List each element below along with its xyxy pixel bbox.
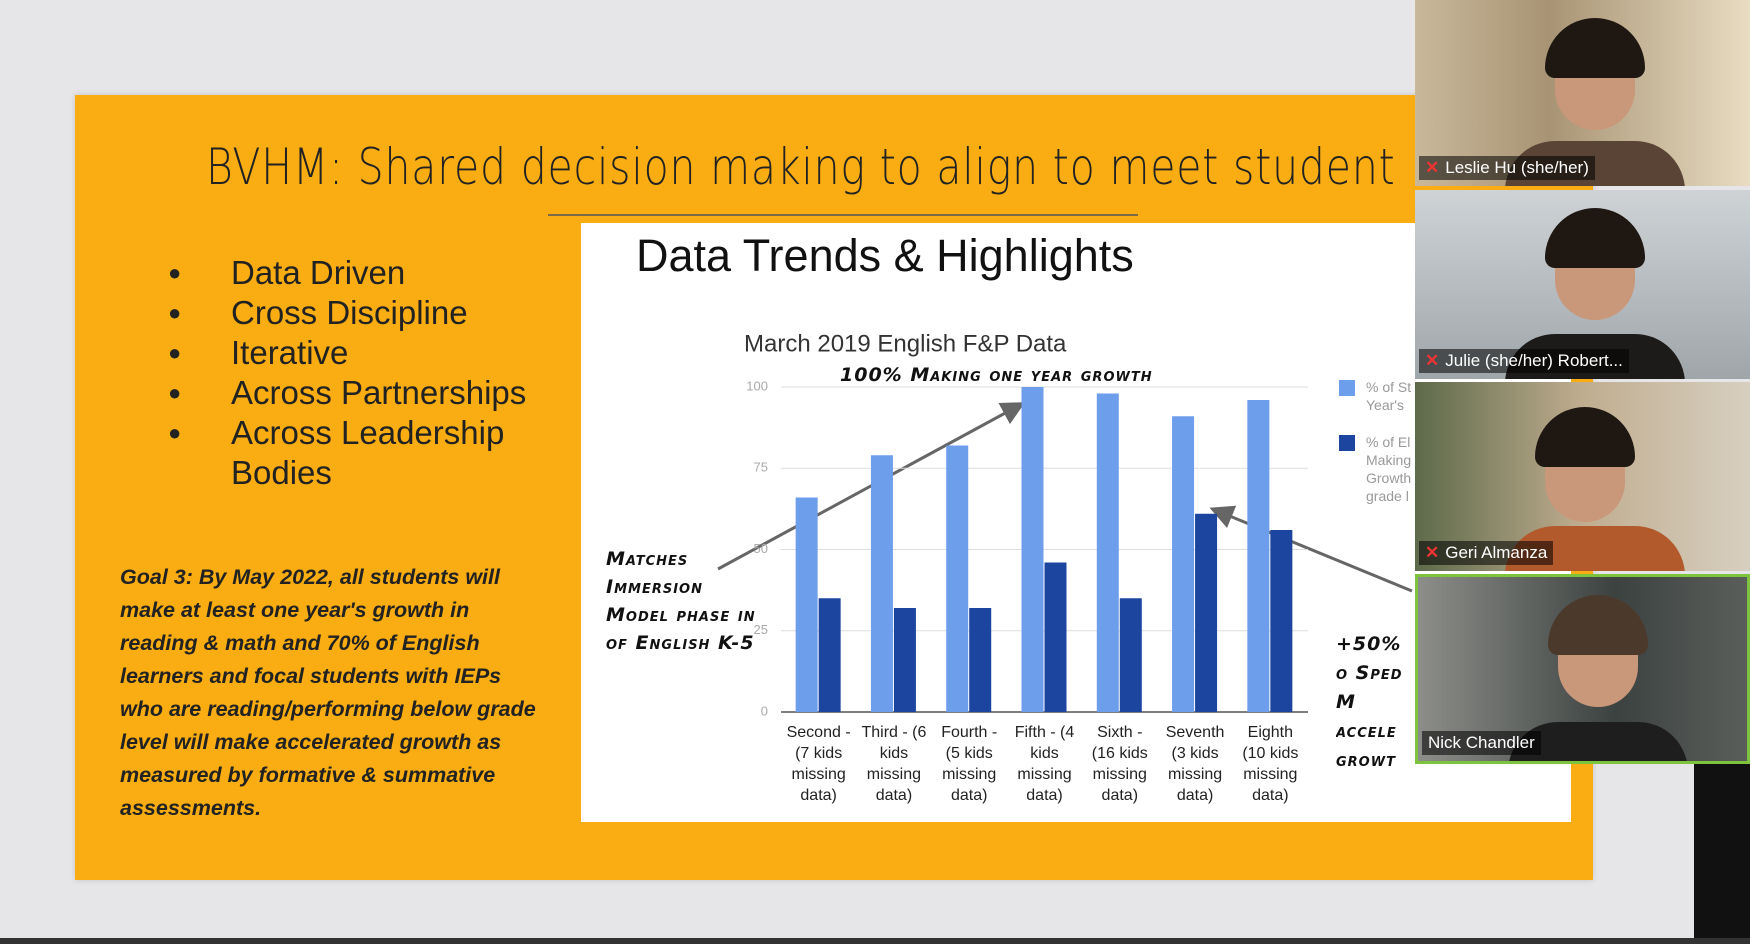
video-tile: Nick Chandler bbox=[1415, 574, 1750, 764]
mute-icon: ✕ bbox=[1425, 543, 1440, 562]
participant-name-text: Leslie Hu (she/her) bbox=[1445, 158, 1589, 177]
video-tile: ✕ Julie (she/her) Robert... bbox=[1415, 190, 1750, 379]
goal-text: Goal 3: By May 2022, all students will m… bbox=[120, 565, 536, 820]
participant-name-text: Geri Almanza bbox=[1445, 543, 1548, 562]
bar bbox=[946, 445, 969, 712]
annotation: +50% o Sped M accele growt bbox=[1336, 633, 1403, 771]
x-tick-label: Fourth - (5 kids missing data) bbox=[941, 724, 998, 804]
y-tick-label: 0 bbox=[761, 703, 768, 718]
participant-hair bbox=[1548, 595, 1648, 655]
annotation-arrow bbox=[1209, 505, 1413, 593]
participant-name: ✕ Leslie Hu (she/her) bbox=[1419, 156, 1595, 180]
y-tick-label: 50 bbox=[754, 541, 768, 556]
legend-swatch bbox=[1339, 380, 1355, 396]
mute-icon: ✕ bbox=[1425, 158, 1440, 177]
x-tick-label: Sixth - (16 kids missing data) bbox=[1091, 724, 1148, 804]
x-tick-label: Fifth - (4 kids missing data) bbox=[1014, 724, 1075, 804]
bullet-item: Across Partnerships bbox=[168, 373, 548, 413]
participant-hair bbox=[1535, 407, 1635, 467]
video-tile: ✕ Geri Almanza bbox=[1415, 382, 1750, 571]
bar bbox=[1195, 513, 1218, 712]
bar bbox=[893, 608, 916, 712]
bottom-bar bbox=[0, 938, 1750, 944]
participant-name-text: Julie (she/her) Robert... bbox=[1445, 351, 1623, 370]
annotation: 100% Making one year growth bbox=[840, 364, 1153, 386]
x-tick-label: Second - (7 kids missing data) bbox=[786, 724, 851, 804]
bar bbox=[870, 455, 893, 712]
bar bbox=[1172, 416, 1195, 712]
x-tick-label: Third - (6 kids missing data) bbox=[861, 724, 927, 804]
slide-title: BVHM: Shared decision making to align to… bbox=[206, 138, 1396, 196]
bar bbox=[818, 598, 841, 712]
annotation: Matches Immersion Model phase in of Engl… bbox=[606, 548, 756, 654]
bullet-item: Cross Discipline bbox=[168, 293, 548, 333]
video-tile: ✕ Leslie Hu (she/her) bbox=[1415, 0, 1750, 186]
mute-icon: ✕ bbox=[1425, 351, 1440, 370]
bullet-item: Iterative bbox=[168, 333, 548, 373]
participant-name: Nick Chandler bbox=[1422, 731, 1541, 755]
chart-title: Data Trends & Highlights bbox=[636, 230, 1134, 281]
bar bbox=[795, 497, 818, 712]
participant-hair bbox=[1545, 208, 1645, 268]
participant-name: ✕ Geri Almanza bbox=[1419, 541, 1554, 565]
bullet-list: Data DrivenCross DisciplineIterativeAcro… bbox=[168, 253, 548, 493]
panel-background bbox=[1694, 764, 1750, 944]
legend-label: % of El Making Growth grade l bbox=[1366, 434, 1412, 504]
chart-panel bbox=[581, 223, 1571, 822]
legend-label: % of St Year's bbox=[1366, 379, 1412, 413]
y-tick-label: 75 bbox=[754, 460, 768, 475]
bullet-item: Across Leadership Bodies bbox=[168, 413, 548, 493]
bullet-item: Data Driven bbox=[168, 253, 548, 293]
bar bbox=[1270, 530, 1293, 712]
bar bbox=[1247, 400, 1270, 712]
participant-name: ✕ Julie (she/her) Robert... bbox=[1419, 349, 1629, 373]
annotation-arrow bbox=[717, 402, 1026, 571]
legend-swatch bbox=[1339, 435, 1355, 451]
bar bbox=[1096, 393, 1119, 712]
x-tick-label: Seventh (3 kids missing data) bbox=[1165, 724, 1225, 804]
participant-name-text: Nick Chandler bbox=[1428, 733, 1535, 752]
bar bbox=[1119, 598, 1142, 712]
bar bbox=[969, 608, 992, 712]
y-tick-label: 25 bbox=[754, 622, 768, 637]
bar bbox=[1021, 387, 1044, 712]
chart-subtitle: March 2019 English F&P Data bbox=[744, 330, 1067, 357]
title-underline bbox=[548, 214, 1138, 216]
x-tick-label: Eighth (10 kids missing data) bbox=[1242, 724, 1299, 804]
y-tick-label: 100 bbox=[746, 378, 768, 393]
participant-hair bbox=[1545, 18, 1645, 78]
bar bbox=[1044, 562, 1067, 712]
